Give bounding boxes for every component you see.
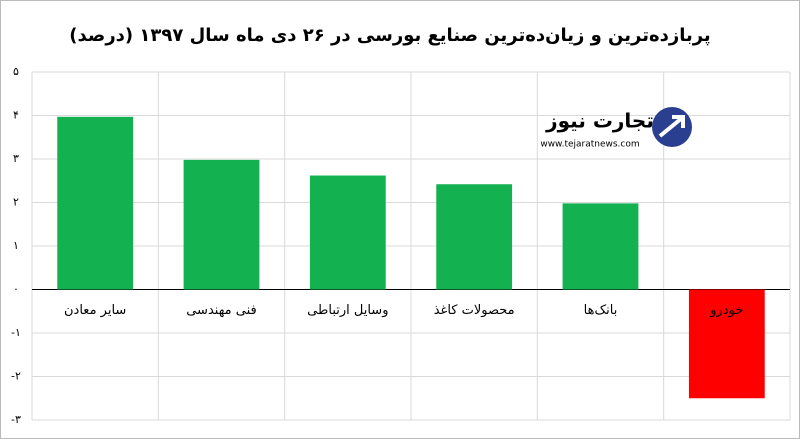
x-tick-label: فنی مهندسی (186, 303, 257, 318)
bar (688, 289, 765, 399)
bar (436, 184, 513, 290)
x-tick-label: بانک‌ها (584, 303, 618, 318)
bar (183, 159, 260, 290)
chart-title: پربازده‌ترین و زیان‌ده‌ترین صنایع بورسی … (69, 25, 710, 46)
logo-url: www.tejaratnews.com (540, 140, 639, 150)
logo-text: تجارت نیوز (545, 109, 654, 133)
y-tick-label: ۰ (13, 283, 19, 296)
bar (309, 175, 386, 290)
x-tick-label: وسایل ارتباطی (307, 303, 388, 318)
x-tick-label: سایر معادن (64, 303, 126, 318)
x-tick-label: محصولات کاغذ (434, 303, 515, 318)
y-tick-label: ۵ (13, 65, 19, 78)
y-tick-label: -۲ (11, 370, 21, 383)
y-tick-label: -۱ (11, 326, 21, 339)
y-tick-label: ۴ (13, 109, 19, 122)
logo-arrow (658, 115, 685, 138)
y-tick-label: ۱ (13, 239, 19, 252)
y-tick-label: ۲ (13, 196, 19, 209)
bar (57, 116, 134, 290)
bar (562, 203, 639, 290)
y-tick-label: -۳ (11, 413, 21, 426)
logo: تجارت نیوز www.tejaratnews.com (540, 107, 692, 150)
y-tick-label: ۳ (13, 152, 19, 165)
x-tick-label: خودرو (709, 303, 743, 318)
